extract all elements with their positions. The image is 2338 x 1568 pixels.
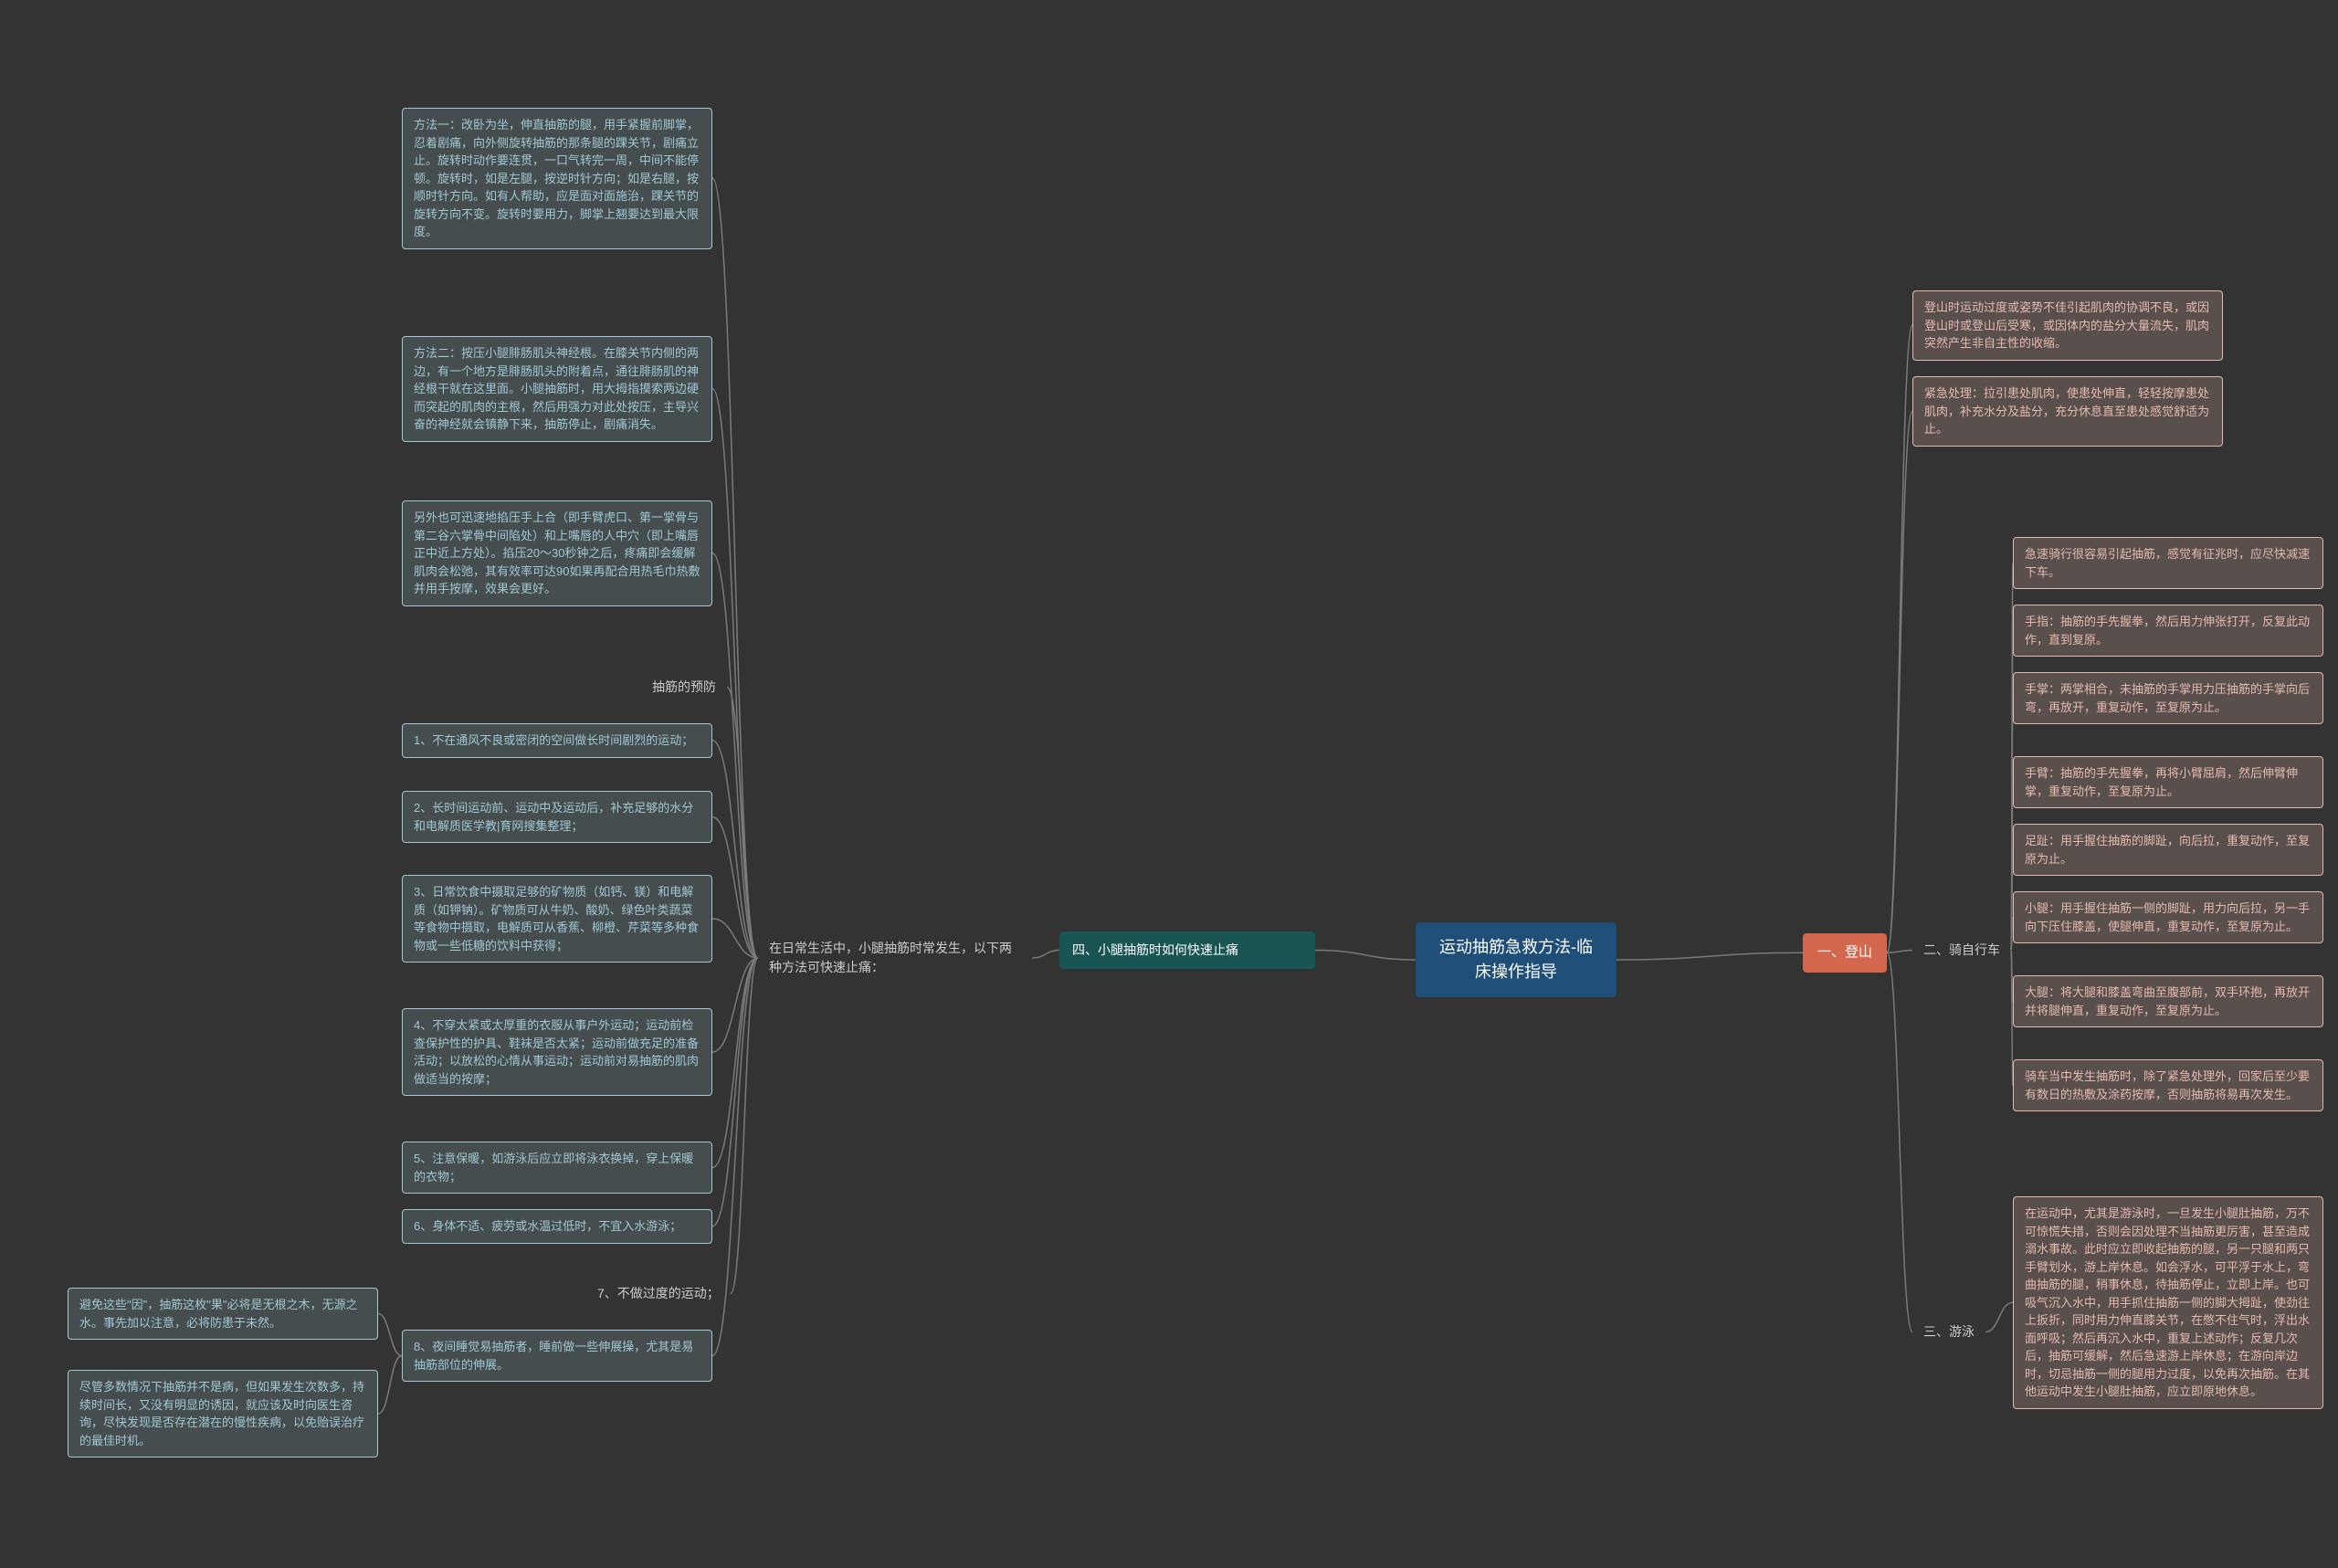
branch-swimming: 三、游泳 — [1912, 1315, 1985, 1349]
branch-calf-cramp: 四、小腿抽筋时如何快速止痛 — [1059, 931, 1315, 969]
swimming-a: 在运动中，尤其是游泳时，一旦发生小腿肚抽筋，万不可惊慌失措，否则会因处理不当抽筋… — [2013, 1196, 2323, 1409]
cycling-g: 大腿：将大腿和膝盖弯曲至腹部前，双手环抱，再放开并将腿伸直，重复动作，至复原为止… — [2013, 975, 2323, 1027]
calf-method-1: 方法一：改卧为坐，伸直抽筋的腿，用手紧握前脚掌，忍着剧痛，向外侧旋转抽筋的那条腿… — [402, 108, 712, 249]
calf-method-3: 另外也可迅速地掐压手上合（即手臂虎口、第一掌骨与第二谷六掌骨中间陷处）和上嘴唇的… — [402, 500, 712, 606]
mountain-treatment: 紧急处理：拉引患处肌肉，使患处伸直，轻轻按摩患处肌肉，补充水分及盐分，充分休息直… — [1912, 376, 2223, 447]
prev-7: 7、不做过度的运动； — [586, 1277, 731, 1310]
prev-5: 5、注意保暖，如游泳后应立即将泳衣换掉，穿上保暖的衣物； — [402, 1142, 712, 1194]
prev-8b: 尽管多数情况下抽筋并不是病，但如果发生次数多，持续时间长，又没有明显的诱因，就应… — [68, 1370, 378, 1458]
prev-6: 6、身体不适、疲劳或水温过低时，不宜入水游泳； — [402, 1209, 712, 1244]
root-node: 运动抽筋急救方法-临床操作指导 — [1416, 922, 1617, 997]
cycling-b: 手指：抽筋的手先握拳，然后用力伸张打开，反复此动作，直到复原。 — [2013, 605, 2323, 657]
prev-1: 1、不在通风不良或密闭的空间做长时间剧烈的运动； — [402, 723, 712, 758]
calf-method-2: 方法二：按压小腿腓肠肌头神经根。在膝关节内侧的两边，有一个地方是腓肠肌头的附着点… — [402, 336, 712, 442]
prev-3: 3、日常饮食中摄取足够的矿物质（如钙、镁）和电解质（如钾钠）。矿物质可从牛奶、酸… — [402, 875, 712, 963]
cycling-a: 急速骑行很容易引起抽筋，感觉有征兆时，应尽快减速下车。 — [2013, 537, 2323, 589]
calf-intro: 在日常生活中，小腿抽筋时常发生，以下两种方法可快速止痛： — [758, 931, 1032, 984]
prevention-label: 抽筋的预防 — [641, 670, 727, 704]
branch-mountain: 一、登山 — [1803, 933, 1887, 973]
mountain-cause: 登山时运动过度或姿势不佳引起肌肉的协调不良，或因登山时或登山后受寒，或因体内的盐… — [1912, 290, 2223, 361]
prev-4: 4、不穿太紧或太厚重的衣服从事户外运动；运动前检查保护性的护具、鞋袜是否太紧；运… — [402, 1008, 712, 1096]
prev-8a: 避免这些"因"，抽筋这枚"果"必将是无根之木，无源之水。事先加以注意，必将防患于… — [68, 1288, 378, 1340]
cycling-e: 足趾：用手握住抽筋的脚趾，向后拉，重复动作，至复原为止。 — [2013, 824, 2323, 876]
cycling-c: 手掌：两掌相合，未抽筋的手掌用力压抽筋的手掌向后弯，再放开，重复动作，至复原为止… — [2013, 672, 2323, 724]
cycling-d: 手臂：抽筋的手先握拳，再将小臂屈肩，然后伸臂伸掌，重复动作，至复原为止。 — [2013, 756, 2323, 808]
cycling-f: 小腿：用手握住抽筋一侧的脚趾，用力向后拉，另一手向下压住膝盖，使腿伸直，重复动作… — [2013, 891, 2323, 943]
prev-2: 2、长时间运动前、运动中及运动后，补充足够的水分和电解质医学教|育网搜集整理； — [402, 791, 712, 843]
prev-8: 8、夜间睡觉易抽筋者，睡前做一些伸展操，尤其是易抽筋部位的伸展。 — [402, 1330, 712, 1382]
cycling-h: 骑车当中发生抽筋时，除了紧急处理外，回家后至少要有数日的热敷及涂药按摩，否则抽筋… — [2013, 1059, 2323, 1111]
branch-cycling: 二、骑自行车 — [1912, 933, 2011, 967]
